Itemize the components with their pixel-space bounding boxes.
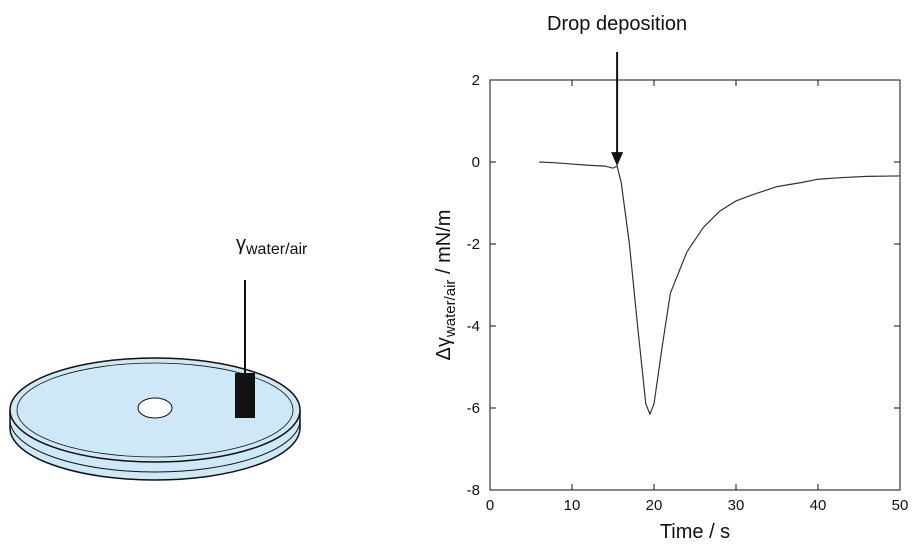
plot-frame [489,79,901,491]
probe-label: γwater/air [236,233,308,258]
annotation-text: Drop deposition [547,13,687,35]
symbol: Δγ [433,337,455,360]
x-tick-label: 10 [564,497,581,514]
y-tick-label: 2 [472,72,480,89]
y-axis-label: Δγwater/air / mN/m [433,210,459,361]
data-line [539,161,901,416]
x-tick-label: 30 [728,497,745,514]
unit: / mN/m [433,210,455,280]
x-tick-label: 20 [646,497,663,514]
y-tick-label: -4 [467,318,480,335]
y-tick-label: -8 [467,482,480,499]
x-axis-label: Time / s [660,521,730,543]
y-tick-label: -2 [467,236,480,253]
x-tick-label: 40 [810,497,827,514]
annotation-arrowhead [611,152,624,167]
x-tick-label: 0 [486,497,494,514]
subscript: water/air [245,241,308,258]
x-tick-label: 50 [892,497,909,514]
petri-dish [9,280,301,481]
symbol: γ [236,233,246,255]
y-tick-label: 0 [472,154,480,171]
subscript: water/air [442,280,459,339]
y-tick-label: -6 [467,400,480,417]
